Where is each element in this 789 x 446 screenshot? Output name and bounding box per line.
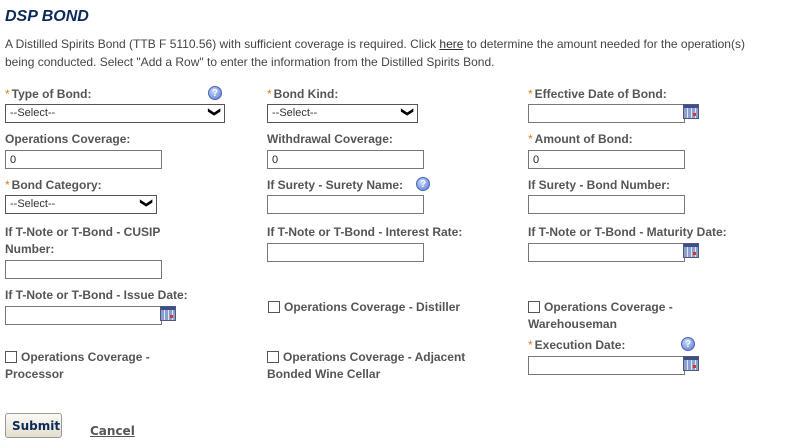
maturity-date-label: If T-Note or T-Bond - Maturity Date: bbox=[528, 225, 727, 239]
surety-name-label: If Surety - Surety Name: bbox=[267, 178, 404, 192]
processor-checkbox-row[interactable]: Operations Coverage - Processor bbox=[5, 350, 150, 381]
bond-kind-select[interactable]: --Select-- ❯ bbox=[267, 104, 418, 123]
help-icon[interactable]: ? bbox=[681, 337, 695, 351]
calendar-icon[interactable] bbox=[683, 356, 699, 371]
warehouseman-checkbox-row[interactable]: Operations Coverage - Warehouseman bbox=[528, 300, 673, 331]
chevron-down-icon: ❯ bbox=[139, 197, 154, 209]
amount-of-bond-input[interactable] bbox=[528, 150, 685, 169]
wine-cellar-checkbox-row[interactable]: Operations Coverage - Adjacent Bonded Wi… bbox=[267, 350, 466, 381]
surety-bond-number-input[interactable] bbox=[528, 195, 685, 214]
maturity-date-input[interactable] bbox=[528, 243, 685, 262]
execution-date-label: * Execution Date: bbox=[528, 338, 626, 352]
withdrawal-coverage-input[interactable] bbox=[267, 150, 424, 169]
page-title: DSP BOND bbox=[5, 8, 89, 25]
cusip-input[interactable] bbox=[5, 260, 162, 279]
submit-button[interactable]: Submit bbox=[5, 413, 62, 438]
withdrawal-coverage-label: Withdrawal Coverage: bbox=[267, 132, 393, 146]
effective-date-label: * Effective Date of Bond: bbox=[528, 87, 667, 101]
here-link[interactable]: here bbox=[439, 37, 464, 51]
cusip-label: If T-Note or T-Bond - CUSIP Number: bbox=[5, 225, 161, 256]
cancel-link[interactable]: Cancel bbox=[90, 424, 135, 438]
issue-date-label: If T-Note or T-Bond - Issue Date: bbox=[5, 288, 188, 302]
execution-date-input[interactable] bbox=[528, 356, 685, 375]
surety-name-input[interactable] bbox=[267, 195, 424, 214]
bond-category-label: * Bond Category: bbox=[5, 178, 102, 192]
operations-coverage-label: Operations Coverage: bbox=[5, 132, 131, 146]
calendar-icon[interactable] bbox=[160, 306, 176, 321]
warehouseman-checkbox[interactable] bbox=[528, 301, 540, 313]
operations-coverage-input[interactable] bbox=[5, 150, 162, 169]
intro-text: A Distilled Spirits Bond (TTB F 5110.56)… bbox=[5, 37, 745, 69]
issue-date-input[interactable] bbox=[5, 306, 162, 325]
help-icon[interactable]: ? bbox=[208, 86, 222, 100]
bond-category-select[interactable]: --Select-- ❯ bbox=[5, 195, 157, 214]
calendar-icon[interactable] bbox=[683, 104, 699, 119]
surety-bond-number-label: If Surety - Bond Number: bbox=[528, 178, 671, 192]
distiller-checkbox[interactable] bbox=[268, 301, 280, 313]
effective-date-input[interactable] bbox=[528, 104, 685, 123]
wine-cellar-checkbox[interactable] bbox=[267, 351, 279, 363]
interest-rate-label: If T-Note or T-Bond - Interest Rate: bbox=[267, 225, 463, 239]
help-icon[interactable]: ? bbox=[416, 177, 430, 191]
distiller-checkbox-row[interactable]: Operations Coverage - Distiller bbox=[268, 299, 460, 316]
amount-of-bond-label: * Amount of Bond: bbox=[528, 132, 633, 146]
interest-rate-input[interactable] bbox=[267, 243, 424, 262]
type-of-bond-label: * Type of Bond: bbox=[5, 87, 92, 101]
processor-checkbox[interactable] bbox=[5, 351, 17, 363]
bond-kind-label: * Bond Kind: bbox=[267, 87, 339, 101]
type-of-bond-select[interactable]: --Select-- ❯ bbox=[5, 104, 225, 123]
chevron-down-icon: ❯ bbox=[207, 106, 222, 118]
calendar-icon[interactable] bbox=[683, 243, 699, 258]
chevron-down-icon: ❯ bbox=[400, 106, 415, 118]
